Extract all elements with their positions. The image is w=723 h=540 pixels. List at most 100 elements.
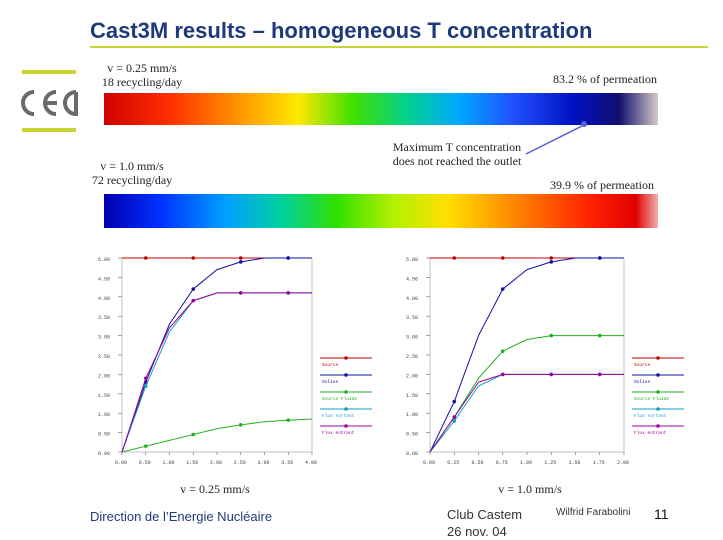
y-tick-label: 2.00 <box>98 373 110 379</box>
y-tick-label: 1.00 <box>406 412 418 418</box>
legend-marker <box>656 390 660 394</box>
right-chart-caption: v = 1.0 mm/s <box>498 482 562 496</box>
y-tick-label: 3.50 <box>98 315 110 321</box>
y-tick-label: 1.00 <box>98 412 110 418</box>
middle-right-label: 39.9 % of permeation <box>550 178 654 192</box>
x-tick-label: 0.25 <box>447 460 459 466</box>
legend-marker <box>656 373 660 377</box>
legend-marker <box>344 407 348 411</box>
x-tick-label: 0.00 <box>423 460 435 466</box>
x-tick-label: 0.00 <box>115 460 127 466</box>
y-tick-label: 2.00 <box>406 373 418 379</box>
series-line <box>121 418 313 453</box>
y-tick-label: 4.00 <box>98 296 110 302</box>
series-line <box>429 373 624 453</box>
series-line <box>121 257 312 453</box>
legend-label: Source Fluide <box>634 396 669 402</box>
x-tick-label: 2.00 <box>210 460 222 466</box>
data-point <box>238 423 243 427</box>
note-arrow <box>525 121 587 155</box>
x-tick-label: 0.50 <box>139 460 151 466</box>
y-tick-label: 0.00 <box>406 451 418 457</box>
concentration-bar-top <box>104 93 658 125</box>
plot-frame <box>429 257 625 453</box>
data-point <box>597 333 602 338</box>
data-point <box>191 287 196 291</box>
y-tick-label: 2.50 <box>98 354 110 360</box>
data-point <box>238 256 243 260</box>
y-tick-label: 5.00 <box>98 257 110 263</box>
legend-marker <box>344 356 348 360</box>
left-chart-caption: v = 0.25 mm/s <box>180 482 250 496</box>
series-line <box>429 257 624 453</box>
x-tick-label: 1.25 <box>544 460 556 466</box>
y-tick-label: 0.50 <box>406 432 418 438</box>
y-tick-label: 5.00 <box>406 257 418 263</box>
data-point <box>549 372 554 377</box>
y-tick-label: 1.50 <box>98 393 110 399</box>
concentration-bar-middle <box>104 194 658 228</box>
x-tick-label: 1.00 <box>520 460 532 466</box>
cea-logo: cea <box>20 70 78 134</box>
data-point <box>500 256 505 260</box>
data-point <box>500 287 505 291</box>
x-tick-label: 1.50 <box>569 460 581 466</box>
data-point <box>452 415 457 419</box>
y-tick-label: 4.50 <box>98 276 110 282</box>
x-tick-label: 0.75 <box>496 460 508 466</box>
legend-label: Flux entrant <box>322 430 355 436</box>
legend-label: Flux entrant <box>634 430 667 436</box>
x-tick-label: 3.00 <box>258 460 270 466</box>
data-point <box>238 291 243 295</box>
legend-label: Source <box>634 362 651 368</box>
data-point <box>452 399 457 404</box>
data-point <box>191 298 196 303</box>
series-line <box>121 292 312 453</box>
y-tick-label: 2.50 <box>406 354 418 360</box>
data-point <box>597 372 602 377</box>
top-right-label: 83.2 % of permeation <box>553 72 657 86</box>
x-tick-label: 1.75 <box>593 460 605 466</box>
y-tick-label: 0.00 <box>98 451 110 457</box>
data-point <box>286 291 291 295</box>
series-line <box>429 335 624 453</box>
y-tick-label: 3.50 <box>406 315 418 321</box>
series-line <box>429 373 624 453</box>
data-point <box>191 256 196 260</box>
data-point <box>597 256 602 260</box>
legend-label: Source <box>322 362 339 368</box>
x-tick-label: 3.50 <box>281 460 293 466</box>
x-tick-label: 2.00 <box>617 460 629 466</box>
y-tick-label: 3.00 <box>406 335 418 341</box>
page-number: 11 <box>654 506 669 522</box>
legend-label: Flux sortant <box>634 413 667 419</box>
left-chart: 0.00 0.50 1.00 1.50 2.00 2.50 3.00 3.50 4.00 4.50… <box>88 240 378 484</box>
data-point <box>286 256 291 260</box>
y-tick-label: 0.50 <box>98 432 110 438</box>
middle-left-label: v = 1.0 mm/s 72 recycling/day <box>91 159 173 187</box>
right-chart: 0.00 0.50 1.00 1.50 2.00 2.50 3.00 3.50 4.00 4.50… <box>396 240 690 484</box>
data-point <box>500 349 505 353</box>
data-point <box>143 256 148 260</box>
x-tick-label: 2.50 <box>234 460 246 466</box>
data-point <box>286 418 291 422</box>
legend-label: Source Fluide <box>322 396 357 402</box>
x-tick-label: 1.00 <box>163 460 175 466</box>
x-tick-label: 1.50 <box>186 460 198 466</box>
data-point <box>143 376 148 381</box>
legend-marker <box>656 424 660 428</box>
data-point <box>238 260 243 264</box>
data-point <box>452 256 457 260</box>
data-point <box>549 333 554 338</box>
footer-author: Wilfrid Farabolini <box>556 507 631 518</box>
footer-event: Club Castem 26 nov. 04 <box>447 507 523 539</box>
series-line <box>121 292 312 453</box>
legend-marker <box>656 407 660 411</box>
top-left-label: v = 0.25 mm/s 18 recycling/day <box>101 61 183 89</box>
y-tick-label: 4.00 <box>406 296 418 302</box>
slide-title: Cast3M results – homogeneous T concentra… <box>90 18 593 43</box>
y-tick-label: 4.50 <box>406 276 418 282</box>
legend-label: Solise <box>634 379 651 385</box>
legend-marker <box>344 373 348 377</box>
x-tick-label: 4.00 <box>305 460 317 466</box>
